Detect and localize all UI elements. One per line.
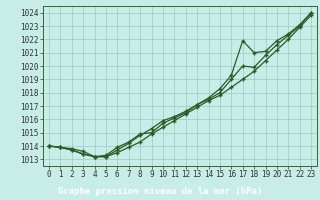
Text: Graphe pression niveau de la mer (hPa): Graphe pression niveau de la mer (hPa): [58, 186, 262, 196]
